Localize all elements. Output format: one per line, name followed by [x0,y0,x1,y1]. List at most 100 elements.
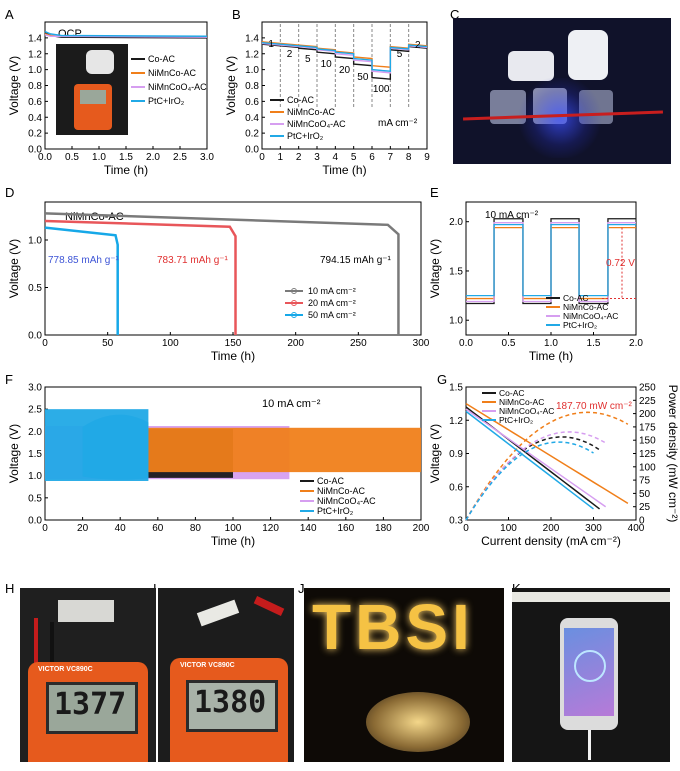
x-tick-label: 9 [424,152,430,163]
panel-label: H [5,581,14,596]
x-tick-label: 1.0 [544,338,558,349]
y-tick-label: 1.5 [449,383,463,394]
legend-label: NiMnCoO₄-AC [317,496,376,506]
x-tick-label: 60 [152,523,164,534]
x-tick-label: 180 [375,523,392,534]
model-text: VC890C [208,662,235,669]
y-tick-label: 0.8 [245,81,259,92]
x-axis-label: Current density (mA cm⁻²) [481,534,621,548]
x-tick-label: 1.0 [92,152,106,163]
unit-label: mA cm⁻² [378,118,418,129]
x-tick-label: 8 [406,152,412,163]
y-tick-label: 0.4 [28,113,42,124]
red-clip [253,596,285,616]
legend-label: PtC+IrO₂ [148,96,185,106]
inset-photo-a [56,44,128,135]
discharge-curve [44,219,237,335]
x-tick-label: 0 [463,523,469,534]
legend-label: NiMnCo-AC [317,486,366,496]
y-tick-label: 0.8 [28,81,42,92]
x-tick-label: 3 [314,152,320,163]
y-tick-label: 1.0 [28,65,42,76]
series-line [44,30,208,38]
charging-ring [574,650,606,682]
panel-label: J [298,581,305,596]
cell-container [366,692,470,752]
y2-tick-label: 125 [639,449,656,460]
legend-label: 20 mA cm⁻² [308,298,356,308]
panel-label: B [232,7,241,22]
x-tick-label: 2.0 [629,338,643,349]
y-tick-label: 0.0 [245,145,259,156]
panel-label: F [5,372,13,387]
wash-bottle-1 [508,51,554,81]
y2-tick-label: 25 [639,502,651,513]
y-tick-label: 1.5 [449,266,463,277]
inset-lcd [80,90,106,104]
step-label: 20 [339,65,351,76]
x-tick-label: 300 [585,523,602,534]
y-tick-label: 1.2 [245,49,259,60]
x-axis-label: Time (h) [211,534,255,548]
y-tick-label: 0.2 [245,129,259,140]
legend-label: 10 mA cm⁻² [308,286,356,296]
y-tick-label: 1.2 [449,416,463,427]
electrode-strip [58,600,114,622]
polarization-curve [465,408,607,508]
capacity-label: 783.71 mAh g⁻¹ [157,255,229,266]
y-tick-label: 0.9 [449,449,463,460]
legend-label: NiMnCoO₄-AC [563,311,618,321]
x-tick-label: 100 [500,523,517,534]
x-tick-label: 6 [369,152,375,163]
step-label: 2 [287,49,293,60]
x-axis-label: Time (h) [211,349,255,363]
y-tick-label: 1.0 [449,316,463,327]
y-tick-label: 1.2 [28,49,42,60]
legend-label: NiMnCo-AC [148,68,197,78]
y-tick-label: 0.0 [28,516,42,527]
power-density-curve [465,411,629,521]
series-line [261,41,428,72]
y2-axis-label: Power density (mW cm⁻²) [666,385,680,523]
red-probe [34,618,38,698]
brand-text: VICTOR [180,662,207,669]
y-tick-label: 2.5 [28,405,42,416]
multimeter-brand: VICTOR VC890C [180,662,235,669]
y2-tick-label: 150 [639,436,656,447]
y2-tick-label: 50 [639,489,651,500]
y-tick-label: 0.5 [28,493,42,504]
annotation-current: 10 mA cm⁻² [485,210,539,221]
step-label: 50 [357,72,369,83]
legend-label: 50 mA cm⁻² [308,310,356,320]
legend-label: Co-AC [148,54,176,64]
y-tick-label: 3.0 [28,383,42,394]
x-tick-label: 160 [337,523,354,534]
legend-label: Co-AC [317,476,345,486]
capacity-label: 794.15 mAh g⁻¹ [320,255,392,266]
x-tick-label: 20 [77,523,89,534]
y-tick-label: 1.0 [245,65,259,76]
lcd-reading: 1377 [54,687,127,722]
panel-label: C [450,7,459,22]
y-axis-label: Voltage (V) [428,239,442,298]
step-label: 5 [305,54,311,65]
y-tick-label: 0.6 [449,482,463,493]
cycling-band-growth [82,414,149,480]
lcd-screen [46,682,138,734]
step-label: 5 [397,49,403,60]
x-tick-label: 0.0 [459,338,473,349]
panel-label: D [5,185,14,200]
y-tick-label: 0.3 [449,516,463,527]
y-axis-label: Voltage (V) [7,239,21,298]
y-tick-label: 0.6 [28,97,42,108]
top-strip [512,592,670,602]
legend-label: NiMnCoO₄-AC [499,406,554,416]
polarization-curve [465,410,594,510]
x-tick-label: 0 [42,523,48,534]
charging-cable [588,730,591,760]
x-tick-label: 120 [262,523,279,534]
wash-bottle-2 [568,30,608,80]
y2-tick-label: 100 [639,462,656,473]
x-tick-label: 0 [259,152,265,163]
discharge-curve [44,212,400,335]
